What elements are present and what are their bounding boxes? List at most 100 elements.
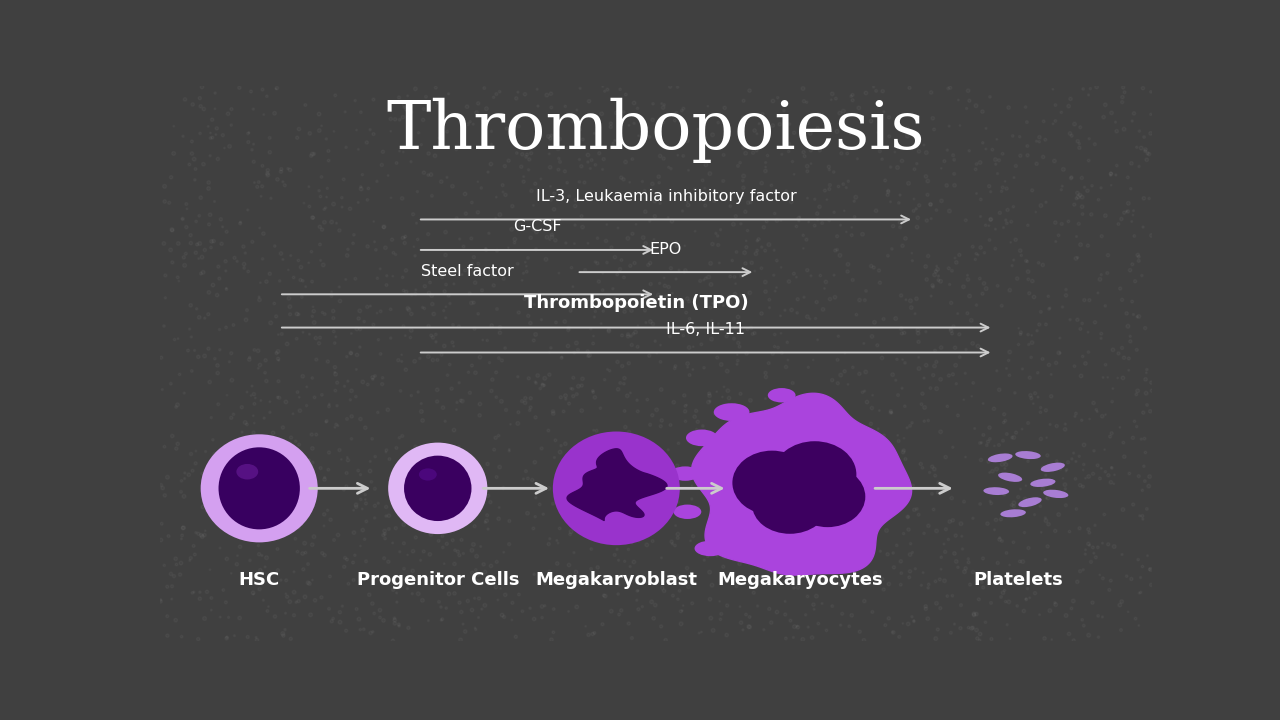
Point bbox=[436, 126, 457, 138]
Point bbox=[485, 582, 506, 593]
Point bbox=[678, 296, 699, 307]
Point bbox=[986, 568, 1006, 580]
Point bbox=[923, 369, 943, 381]
Point bbox=[966, 608, 987, 620]
Point bbox=[198, 308, 219, 320]
Point bbox=[986, 223, 1006, 235]
Point bbox=[321, 286, 342, 297]
Point bbox=[963, 377, 983, 389]
Point bbox=[1004, 536, 1024, 548]
Point bbox=[1088, 610, 1108, 621]
Point bbox=[759, 357, 780, 369]
Point bbox=[657, 140, 677, 152]
Point bbox=[561, 302, 581, 313]
Point bbox=[1124, 415, 1144, 427]
Point bbox=[764, 245, 785, 256]
Point bbox=[389, 620, 410, 631]
Point bbox=[992, 300, 1012, 312]
Point bbox=[1071, 318, 1092, 329]
Point bbox=[1108, 218, 1129, 230]
Point bbox=[735, 148, 755, 159]
Point bbox=[154, 441, 174, 452]
Point bbox=[421, 168, 442, 180]
Point bbox=[822, 88, 842, 99]
Point bbox=[822, 374, 842, 386]
Point bbox=[1002, 432, 1023, 444]
Point bbox=[468, 496, 489, 508]
Point bbox=[675, 266, 695, 278]
Point bbox=[531, 314, 552, 325]
Point bbox=[470, 351, 490, 363]
Point bbox=[751, 536, 772, 548]
Point bbox=[365, 483, 385, 495]
Point bbox=[280, 432, 301, 444]
Point bbox=[595, 574, 616, 585]
Point bbox=[393, 146, 413, 158]
Point bbox=[1092, 230, 1112, 242]
Point bbox=[1056, 284, 1076, 295]
Point bbox=[1068, 187, 1088, 199]
Point bbox=[216, 633, 237, 644]
Point bbox=[488, 594, 508, 606]
Point bbox=[965, 163, 986, 175]
Point bbox=[561, 305, 581, 317]
Point bbox=[346, 391, 366, 402]
Point bbox=[1123, 499, 1143, 510]
Point bbox=[1134, 131, 1155, 143]
Point bbox=[1030, 526, 1051, 538]
Point bbox=[938, 83, 959, 94]
Point bbox=[713, 149, 733, 161]
Point bbox=[581, 544, 602, 555]
Point bbox=[987, 557, 1007, 569]
Point bbox=[820, 94, 841, 106]
Point bbox=[850, 467, 870, 478]
Point bbox=[191, 101, 211, 112]
Point bbox=[351, 469, 371, 480]
Point bbox=[1019, 338, 1039, 350]
Point bbox=[627, 320, 648, 331]
Point bbox=[164, 570, 184, 582]
Point bbox=[406, 531, 426, 543]
Point bbox=[910, 458, 931, 469]
Point bbox=[856, 487, 877, 498]
Point bbox=[913, 462, 933, 474]
Point bbox=[916, 274, 937, 285]
Point bbox=[1061, 171, 1082, 183]
Point bbox=[1135, 446, 1156, 458]
Point bbox=[276, 518, 297, 529]
Point bbox=[498, 155, 518, 166]
Point bbox=[987, 365, 1007, 377]
Point bbox=[787, 621, 808, 632]
Point bbox=[801, 158, 822, 169]
Point bbox=[535, 578, 556, 590]
Point bbox=[550, 446, 571, 458]
Point bbox=[508, 418, 529, 429]
Point bbox=[813, 500, 833, 512]
Point bbox=[472, 334, 493, 346]
Point bbox=[1096, 466, 1116, 477]
Point bbox=[1018, 329, 1038, 341]
Point bbox=[402, 565, 422, 577]
Point bbox=[183, 540, 204, 552]
Point bbox=[179, 158, 200, 170]
Point bbox=[1018, 256, 1038, 267]
Point bbox=[605, 293, 626, 305]
Point bbox=[266, 310, 287, 322]
Point bbox=[433, 502, 453, 513]
Point bbox=[161, 580, 182, 592]
Point bbox=[429, 596, 449, 608]
Point bbox=[393, 232, 413, 243]
Point bbox=[344, 229, 365, 240]
Point bbox=[325, 384, 346, 396]
Point bbox=[829, 107, 850, 119]
Point bbox=[707, 352, 727, 364]
Point bbox=[995, 176, 1015, 187]
Point bbox=[1117, 206, 1138, 217]
Point bbox=[161, 171, 182, 183]
Point bbox=[579, 485, 599, 497]
Point bbox=[212, 221, 233, 233]
Point bbox=[1047, 420, 1068, 432]
Point bbox=[411, 480, 431, 492]
Point bbox=[677, 562, 698, 574]
Point bbox=[468, 98, 489, 109]
